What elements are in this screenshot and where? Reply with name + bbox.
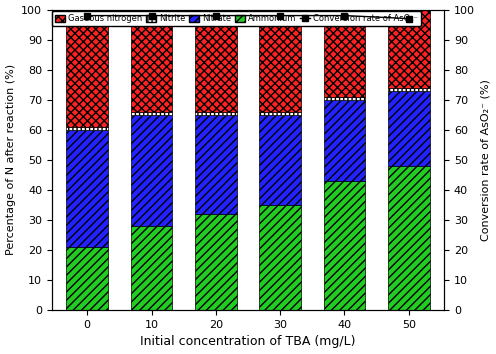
Bar	[195, 214, 237, 310]
Bar	[323, 97, 366, 100]
Bar	[323, 181, 366, 310]
Bar	[195, 112, 237, 115]
Conversion rate of AsO₂⁻	[84, 13, 90, 18]
Conversion rate of AsO₂⁻	[148, 13, 154, 18]
Bar	[259, 115, 301, 205]
Legend: Gaseous nitrogen, Nitrite, Nitrate, Ammonium, Conversion rate of AsO₂⁻: Gaseous nitrogen, Nitrite, Nitrate, Ammo…	[52, 11, 421, 27]
Y-axis label: Conversion rate of AsO₂⁻ (%): Conversion rate of AsO₂⁻ (%)	[481, 79, 491, 241]
Bar	[66, 247, 108, 310]
Bar	[66, 127, 108, 130]
Conversion rate of AsO₂⁻	[406, 16, 412, 21]
Bar	[388, 88, 430, 91]
Bar	[259, 10, 301, 112]
Bar	[259, 205, 301, 310]
Conversion rate of AsO₂⁻	[342, 13, 348, 18]
Bar	[195, 115, 237, 214]
Bar	[130, 226, 173, 310]
Bar	[388, 10, 430, 88]
Bar	[130, 115, 173, 226]
Bar	[130, 10, 173, 112]
Conversion rate of AsO₂⁻	[277, 13, 283, 18]
Line: Conversion rate of AsO₂⁻: Conversion rate of AsO₂⁻	[84, 13, 412, 21]
Bar	[388, 166, 430, 310]
Bar	[323, 100, 366, 181]
Y-axis label: Percentage of N after reaction (%): Percentage of N after reaction (%)	[5, 64, 15, 256]
Conversion rate of AsO₂⁻	[213, 13, 219, 18]
Bar	[66, 10, 108, 127]
Bar	[195, 10, 237, 112]
Bar	[66, 130, 108, 247]
Bar	[323, 10, 366, 97]
X-axis label: Initial concentration of TBA (mg/L): Initial concentration of TBA (mg/L)	[140, 336, 356, 348]
Bar	[130, 112, 173, 115]
Bar	[259, 112, 301, 115]
Bar	[388, 91, 430, 166]
